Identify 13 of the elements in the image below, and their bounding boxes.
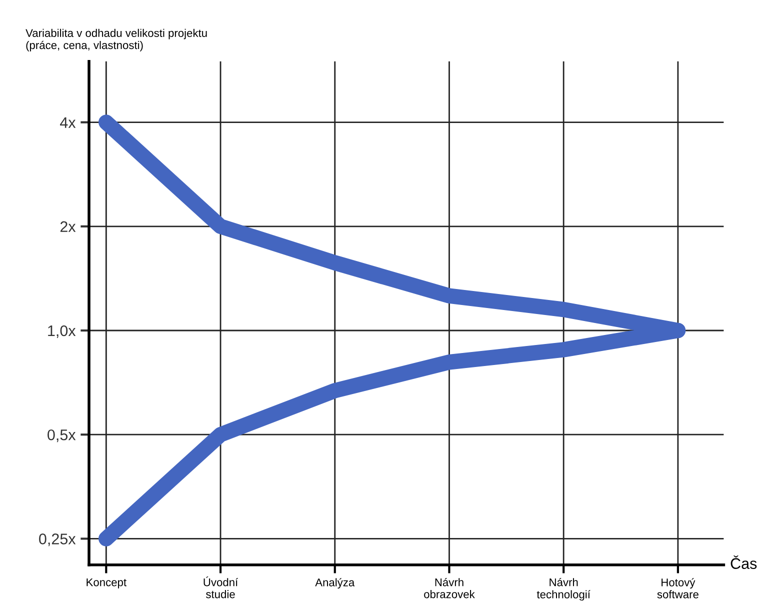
x-tick-label: Návrh technologií (536, 578, 590, 601)
x-tick-label: Analýza (315, 578, 355, 589)
y-tick-label: 4x (60, 117, 76, 128)
y-tick-label: 0,25x (39, 534, 76, 546)
y-tick-label: 2x (60, 221, 76, 232)
x-tick-label: Úvodní studie (204, 576, 238, 598)
y-axis-title: Variabilita v odhadu velikosti projektu (práce, cena, vlastnosti) (26, 28, 207, 52)
x-tick-label: Koncept (86, 578, 126, 588)
x-axis-title: Čas (730, 555, 757, 569)
x-tick-label: Hotový software (657, 578, 698, 598)
x-tick-label: Návrh obrazovek (424, 578, 475, 598)
y-tick-label: 0,5x (48, 429, 76, 442)
y-tick-label: 1,0x (48, 325, 76, 338)
